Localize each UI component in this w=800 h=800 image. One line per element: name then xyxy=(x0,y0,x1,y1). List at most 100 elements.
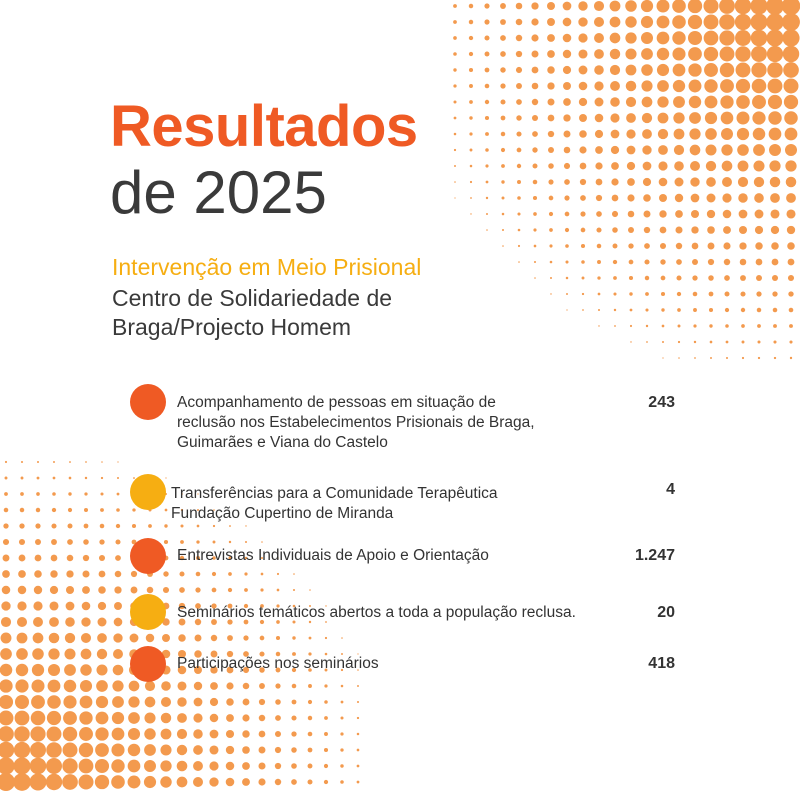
halftone-dot xyxy=(340,668,344,672)
halftone-dot xyxy=(658,161,668,171)
halftone-dot xyxy=(786,225,796,235)
halftone-dot xyxy=(2,554,10,562)
halftone-dot xyxy=(127,727,141,741)
result-description: Transferências para a Comunidade Terapêu… xyxy=(171,485,498,522)
halftone-dot xyxy=(738,193,748,203)
halftone-dot xyxy=(20,460,24,464)
halftone-dot xyxy=(740,307,746,313)
halftone-dot xyxy=(757,356,761,360)
halftone-dot xyxy=(164,508,168,512)
halftone-dot xyxy=(562,33,572,43)
halftone-dot xyxy=(486,229,488,231)
halftone-dot xyxy=(674,193,684,203)
halftone-dot xyxy=(691,242,699,250)
halftone-dot xyxy=(656,31,670,45)
halftone-dot xyxy=(94,774,110,790)
halftone-dot xyxy=(706,209,716,219)
halftone-dot xyxy=(532,179,538,185)
halftone-dot xyxy=(687,0,703,14)
halftone-dot xyxy=(2,538,10,546)
halftone-dot xyxy=(258,778,266,786)
halftone-dot xyxy=(307,779,313,785)
halftone-dot xyxy=(164,524,168,528)
halftone-dot xyxy=(563,146,571,154)
halftone-dot xyxy=(674,161,684,171)
halftone-dot xyxy=(643,194,651,202)
halftone-dot xyxy=(704,63,718,77)
halftone-dot xyxy=(19,523,25,529)
halftone-dot xyxy=(161,681,171,691)
halftone-dot xyxy=(98,570,106,578)
halftone-dot xyxy=(143,759,157,773)
yellow-bullet-dot xyxy=(130,474,166,510)
halftone-dot xyxy=(688,47,702,61)
halftone-dot xyxy=(47,679,61,693)
halftone-dot xyxy=(195,603,201,609)
halftone-dot xyxy=(566,293,568,295)
halftone-dot xyxy=(484,83,490,89)
halftone-dot xyxy=(661,340,665,344)
halftone-dot xyxy=(719,46,735,62)
halftone-dot xyxy=(130,570,138,578)
halftone-dot xyxy=(741,340,745,344)
halftone-dot xyxy=(706,193,716,203)
halftone-dot xyxy=(244,556,248,560)
halftone-dot xyxy=(594,33,604,43)
halftone-dot xyxy=(598,325,600,327)
halftone-dot xyxy=(275,667,281,673)
halftone-dot xyxy=(79,727,93,741)
halftone-dot xyxy=(131,523,137,529)
halftone-dot xyxy=(34,570,42,578)
halftone-dot xyxy=(36,476,40,480)
halftone-dot xyxy=(563,98,571,106)
halftone-dot xyxy=(629,292,633,296)
halftone-dot xyxy=(787,274,795,282)
halftone-dot xyxy=(148,524,152,528)
halftone-dot xyxy=(533,260,537,264)
halftone-dot xyxy=(36,492,40,496)
result-value: 418 xyxy=(648,655,675,672)
halftone-dot xyxy=(578,65,588,75)
halftone-dot xyxy=(20,476,24,480)
halftone-dot xyxy=(211,587,217,593)
halftone-dot xyxy=(276,588,280,592)
halftone-dot xyxy=(196,540,200,544)
halftone-dot xyxy=(596,243,602,249)
halftone-dot xyxy=(531,18,539,26)
halftone-dot xyxy=(484,3,490,9)
halftone-dot xyxy=(95,695,109,709)
halftone-dot xyxy=(610,129,620,139)
halftone-dot xyxy=(750,13,768,31)
halftone-dot xyxy=(771,274,779,282)
halftone-dot xyxy=(18,554,26,562)
halftone-dot xyxy=(722,177,732,187)
halftone-dot xyxy=(63,679,77,693)
halftone-dot xyxy=(14,694,30,710)
halftone-dot xyxy=(704,95,718,109)
halftone-dot xyxy=(688,63,702,77)
halftone-dot xyxy=(724,275,730,281)
halftone-dot xyxy=(641,48,653,60)
halftone-dot xyxy=(630,341,632,343)
halftone-dot xyxy=(770,193,780,203)
halftone-dot xyxy=(245,525,247,527)
halftone-dot xyxy=(563,82,571,90)
halftone-dot xyxy=(211,603,217,609)
halftone-dot xyxy=(111,743,125,757)
halftone-dot xyxy=(768,111,782,125)
halftone-dot xyxy=(562,65,572,75)
halftone-dot xyxy=(33,585,43,595)
halftone-dot xyxy=(292,620,296,624)
halftone-dot xyxy=(66,554,74,562)
halftone-dot xyxy=(209,729,219,739)
halftone-dot xyxy=(547,50,555,58)
halftone-dot xyxy=(225,745,235,755)
halftone-dot xyxy=(644,243,650,249)
halftone-dot xyxy=(640,31,654,45)
halftone-dot xyxy=(783,62,799,78)
halftone-dot xyxy=(275,699,281,705)
halftone-dot xyxy=(258,746,266,754)
halftone-dot xyxy=(18,570,26,578)
halftone-dot xyxy=(292,588,296,592)
halftone-dot xyxy=(35,507,41,513)
